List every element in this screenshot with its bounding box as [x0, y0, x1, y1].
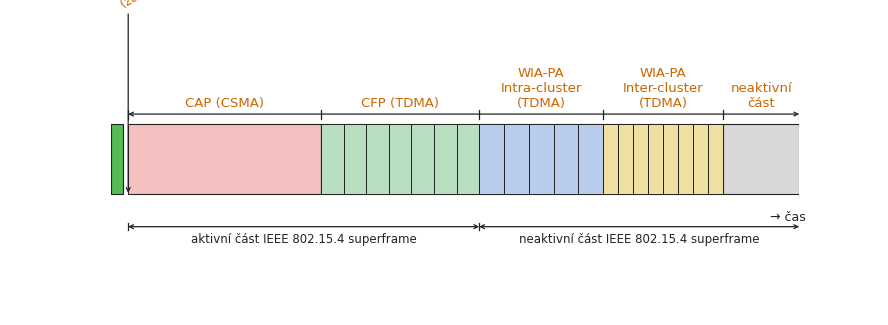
Bar: [663, 124, 678, 194]
Text: neaktivní
část: neaktivní část: [731, 82, 792, 110]
Bar: [633, 124, 648, 194]
Bar: [480, 124, 603, 194]
Bar: [648, 124, 663, 194]
Bar: [344, 124, 366, 194]
Text: IEEE 802.15.4
beacon
(začátek superframe): IEEE 802.15.4 beacon (začátek superframe…: [103, 0, 235, 11]
Bar: [456, 124, 480, 194]
Bar: [321, 124, 480, 194]
Bar: [578, 124, 603, 194]
Text: CAP (CSMA): CAP (CSMA): [185, 97, 264, 110]
Bar: [111, 124, 123, 194]
Bar: [366, 124, 389, 194]
Bar: [618, 124, 633, 194]
Bar: [603, 124, 618, 194]
Bar: [389, 124, 411, 194]
Bar: [480, 124, 504, 194]
Bar: [128, 124, 321, 194]
Bar: [553, 124, 578, 194]
Bar: [694, 124, 709, 194]
Bar: [411, 124, 434, 194]
Bar: [709, 124, 724, 194]
Text: aktivní část IEEE 802.15.4 superframe: aktivní část IEEE 802.15.4 superframe: [191, 233, 416, 246]
Text: → čas: → čas: [770, 212, 806, 225]
Text: WIA-PA
Intra-cluster
(TDMA): WIA-PA Intra-cluster (TDMA): [501, 67, 582, 110]
Text: neaktivní část IEEE 802.15.4 superframe: neaktivní část IEEE 802.15.4 superframe: [519, 233, 759, 246]
Bar: [434, 124, 456, 194]
Text: WIA-PA
Inter-cluster
(TDMA): WIA-PA Inter-cluster (TDMA): [623, 67, 703, 110]
Bar: [321, 124, 344, 194]
Text: CFP (TDMA): CFP (TDMA): [361, 97, 439, 110]
Bar: [724, 124, 799, 194]
Bar: [678, 124, 694, 194]
Bar: [504, 124, 528, 194]
Bar: [603, 124, 724, 194]
Bar: [528, 124, 553, 194]
